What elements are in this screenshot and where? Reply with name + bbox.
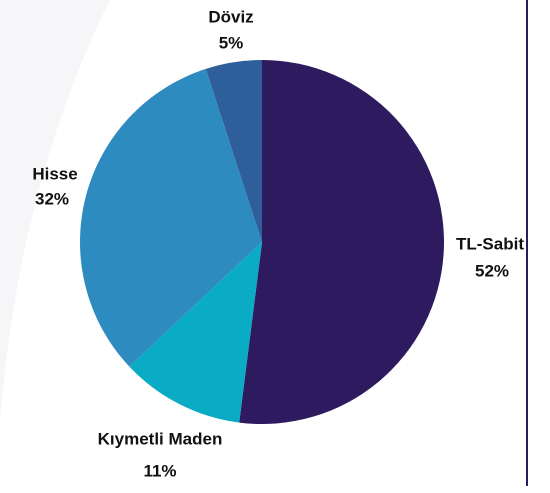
pie-slice — [205, 60, 262, 242]
pie-slice — [129, 242, 262, 423]
slice-label: TL-Sabit — [456, 234, 524, 253]
pie-slice — [79, 68, 262, 367]
pie-slice — [239, 60, 444, 424]
slice-label: Kıymetli Maden — [98, 429, 223, 448]
slice-label: Hisse — [32, 164, 77, 183]
slice-value-label: 52% — [475, 261, 509, 280]
background-shape — [0, 0, 110, 420]
slice-value-label: 11% — [143, 461, 176, 480]
slice-label: Döviz — [208, 7, 253, 26]
slice-value-label: 5% — [219, 33, 244, 52]
slice-value-label: 32% — [35, 189, 69, 208]
